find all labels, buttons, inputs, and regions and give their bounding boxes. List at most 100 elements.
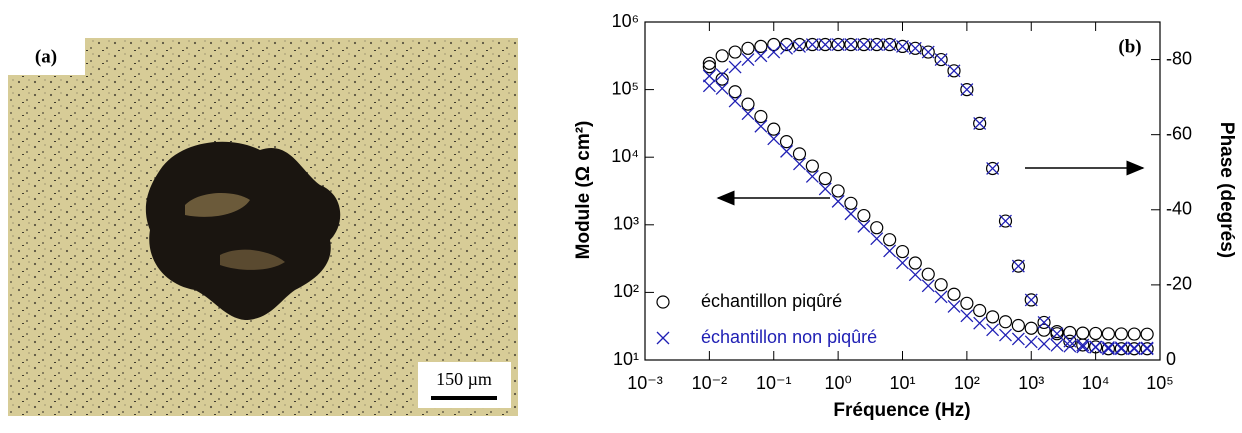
modulus-point <box>947 299 961 313</box>
phase-point <box>986 161 1000 176</box>
pit-patch <box>220 249 285 270</box>
modulus-point <box>728 85 742 99</box>
modulus-point <box>844 196 858 210</box>
phase-point <box>921 45 935 59</box>
modulus-point <box>857 219 871 233</box>
modulus-point <box>831 184 845 198</box>
y-tick-label: 10² <box>613 281 639 301</box>
x-tick-label: 10² <box>954 373 980 393</box>
phase-point <box>857 37 871 52</box>
phase-point <box>1063 334 1077 348</box>
modulus-point <box>1011 318 1025 333</box>
y2-tick-label: -20 <box>1166 274 1192 294</box>
phase-point <box>728 45 742 59</box>
modulus-point <box>896 256 909 270</box>
phase-point <box>870 38 884 51</box>
phase-point <box>1037 315 1051 329</box>
modulus-point <box>805 159 819 173</box>
phase-point <box>1076 338 1090 352</box>
phase-point <box>1037 315 1051 330</box>
modulus-point <box>934 278 948 292</box>
phase-point <box>1114 342 1128 356</box>
phase-point <box>973 116 987 131</box>
modulus-point <box>1063 339 1077 353</box>
phase-point <box>934 53 948 67</box>
modulus-point <box>805 169 819 183</box>
modulus-point <box>934 290 948 304</box>
pit-patch <box>185 193 250 217</box>
label-box <box>8 38 85 75</box>
y-tick-label: 10⁴ <box>611 146 639 166</box>
phase-point <box>702 79 716 93</box>
phase-point <box>831 38 845 51</box>
phase-point <box>1011 259 1025 273</box>
micrograph: (a) 150 µm <box>8 38 518 416</box>
phase-point <box>1050 327 1064 341</box>
modulus-point <box>1089 326 1103 341</box>
modulus-point <box>715 81 729 95</box>
modulus-point <box>1063 325 1077 340</box>
modulus-point <box>715 72 729 86</box>
modulus-point <box>1011 332 1025 346</box>
modulus-point <box>921 279 935 293</box>
phase-point <box>767 37 781 52</box>
modulus-point <box>1101 327 1116 341</box>
modulus-point <box>1101 341 1115 354</box>
phase-point <box>1114 342 1128 356</box>
phase-point <box>728 60 742 74</box>
phase-point <box>960 82 974 97</box>
pit <box>145 141 341 320</box>
phase-point <box>921 45 935 59</box>
phase-point <box>792 37 807 52</box>
x-tick-label: 10⁰ <box>825 373 852 393</box>
phase-point <box>793 39 806 53</box>
legend-label: échantillon non piqûré <box>701 327 877 347</box>
phase-point <box>1140 342 1154 356</box>
phase-point <box>1076 338 1090 352</box>
modulus-point <box>831 194 845 208</box>
modulus-point <box>1140 327 1154 341</box>
modulus-point <box>1050 338 1064 352</box>
modulus-point <box>883 244 897 258</box>
plot: (b) Fréquence (Hz) Module (Ω cm²) Phase … <box>573 21 1237 421</box>
phase-point <box>754 49 768 63</box>
x-tick-label: 10⁻³ <box>627 373 663 393</box>
phase-point <box>1063 334 1077 348</box>
phase-point <box>908 41 922 55</box>
y2-tick-label: -60 <box>1166 123 1192 143</box>
phase-point <box>947 64 961 78</box>
phase-point <box>895 39 910 54</box>
modulus-point <box>999 328 1012 342</box>
y-tick-label: 10³ <box>613 214 639 234</box>
modulus-point <box>998 315 1013 329</box>
phase-point <box>1127 342 1141 356</box>
phase-point <box>1101 342 1115 356</box>
modulus-point <box>947 287 961 301</box>
modulus-point <box>1127 327 1141 341</box>
phase-point <box>754 39 768 54</box>
modulus-point <box>1024 335 1038 349</box>
y-tick-label: 10¹ <box>613 349 639 369</box>
phase-point <box>818 38 832 51</box>
phase-point <box>999 214 1012 228</box>
phase-point <box>986 162 1000 175</box>
phase-point <box>779 37 794 52</box>
phase-point <box>960 83 974 97</box>
phase-point <box>896 39 909 53</box>
modulus-point <box>818 182 832 196</box>
phase-point <box>715 68 729 82</box>
phase-point <box>973 116 987 130</box>
phase-point <box>1127 342 1141 356</box>
phase-point <box>741 41 755 55</box>
modulus-point <box>960 296 974 310</box>
modulus-point <box>702 60 716 74</box>
y2-tick-label: 0 <box>1166 349 1176 369</box>
modulus-point <box>960 309 974 323</box>
phase-point <box>780 41 793 55</box>
modulus-point <box>895 244 910 259</box>
modulus-point <box>986 323 1000 337</box>
phase-point <box>883 38 897 51</box>
modulus-point <box>767 122 781 136</box>
phase-point <box>883 37 897 52</box>
